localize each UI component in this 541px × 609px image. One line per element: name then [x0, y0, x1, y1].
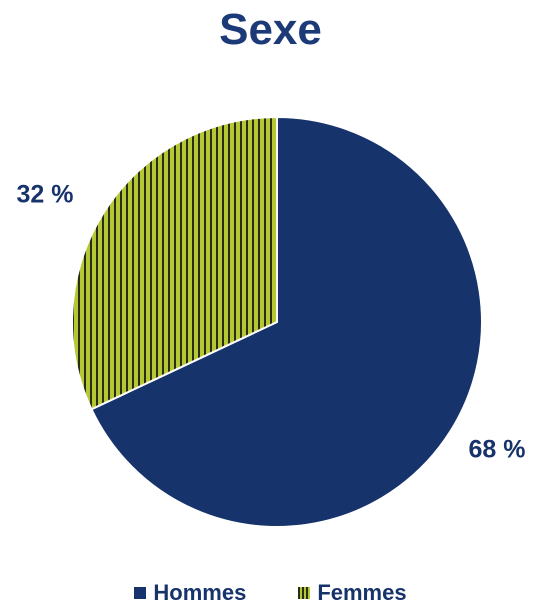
legend: Hommes Femmes	[0, 578, 541, 608]
pie-slices	[71, 115, 483, 528]
legend-item-hommes: Hommes	[134, 580, 246, 606]
pie-slice-femmes	[71, 115, 278, 411]
chart-title: Sexe	[219, 5, 322, 54]
legend-swatch-femmes	[298, 587, 311, 599]
legend-label-hommes: Hommes	[153, 580, 247, 605]
data-label-hommes: 68 %	[469, 436, 526, 464]
legend-swatch-hommes	[134, 587, 147, 599]
legend-label-femmes: Femmes	[317, 580, 407, 605]
pie-slice-hommes	[90, 115, 483, 528]
legend-item-femmes: Femmes	[298, 580, 407, 606]
data-label-femmes: 32 %	[17, 181, 74, 209]
pie-data-labels: 68 % 32 %	[17, 181, 526, 464]
